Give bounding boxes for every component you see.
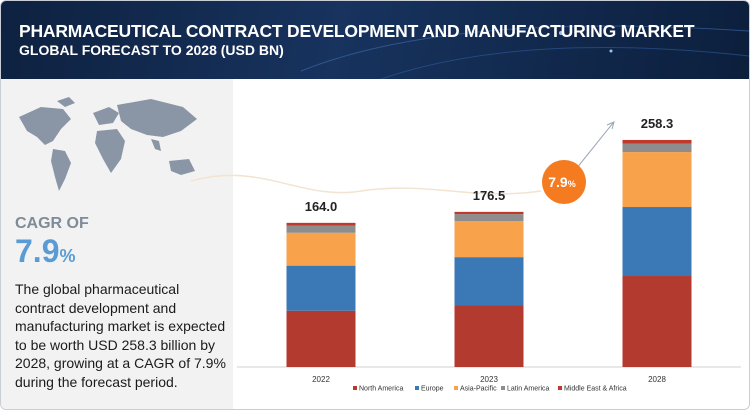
header: PHARMACEUTICAL CONTRACT DEVELOPMENT AND … — [1, 1, 749, 79]
x-tick-label: 2028 — [648, 375, 666, 384]
x-tick-label: 2023 — [480, 375, 498, 384]
legend-label: Asia-Pacific — [460, 386, 497, 393]
title: PHARMACEUTICAL CONTRACT DEVELOPMENT AND … — [19, 21, 695, 41]
x-tick-label: 2022 — [312, 375, 330, 384]
legend-label: Latin America — [507, 386, 550, 393]
growth-arrow — [575, 122, 614, 170]
summary-panel: CAGR OF 7.9% The global pharmaceutical c… — [1, 79, 233, 409]
bar-segment — [286, 232, 356, 266]
bar-segment — [286, 265, 356, 311]
bar-segment — [622, 143, 692, 153]
bar-segment — [286, 310, 356, 367]
header-decoration — [300, 25, 749, 79]
bar-segment — [454, 214, 524, 222]
cagr-unit: % — [59, 246, 76, 266]
legend-swatch — [415, 386, 419, 390]
description: The global pharmaceutical contract devel… — [15, 281, 226, 390]
cagr-bubble-unit: % — [568, 179, 576, 189]
bar-segment — [622, 139, 692, 144]
bar-segment — [622, 207, 692, 277]
legend-label: Europe — [421, 386, 444, 393]
legend-swatch — [558, 386, 562, 390]
legend-swatch — [353, 386, 357, 390]
bar-segment — [286, 225, 356, 233]
total-label: 176.5 — [473, 188, 506, 203]
bar-segment — [622, 152, 692, 208]
legend-label: North America — [359, 386, 403, 393]
total-label: 258.3 — [641, 116, 674, 131]
bar-segment — [454, 211, 524, 215]
bar-segment — [454, 257, 524, 306]
cagr-value: 7.9 — [15, 233, 60, 269]
cagr-label: CAGR OF — [15, 215, 89, 232]
world-map — [19, 97, 197, 191]
cagr: 7.9% — [15, 233, 76, 270]
bar-segment — [286, 222, 356, 226]
decor-curve — [190, 174, 542, 195]
arrow-head — [606, 121, 615, 130]
cagr-bubble-label: 7.9% — [548, 174, 575, 190]
bar-segment — [454, 305, 524, 367]
legend-label: Middle East & Africa — [564, 386, 627, 393]
subtitle: GLOBAL FORECAST TO 2028 (USD BN) — [19, 42, 284, 58]
cagr-bubble — [542, 160, 586, 204]
bar-segment — [454, 221, 524, 258]
cagr-bubble-value: 7.9 — [548, 174, 568, 190]
legend-swatch — [501, 386, 505, 390]
bar-segment — [622, 276, 692, 367]
legend-swatch — [454, 386, 458, 390]
total-label: 164.0 — [305, 199, 338, 214]
